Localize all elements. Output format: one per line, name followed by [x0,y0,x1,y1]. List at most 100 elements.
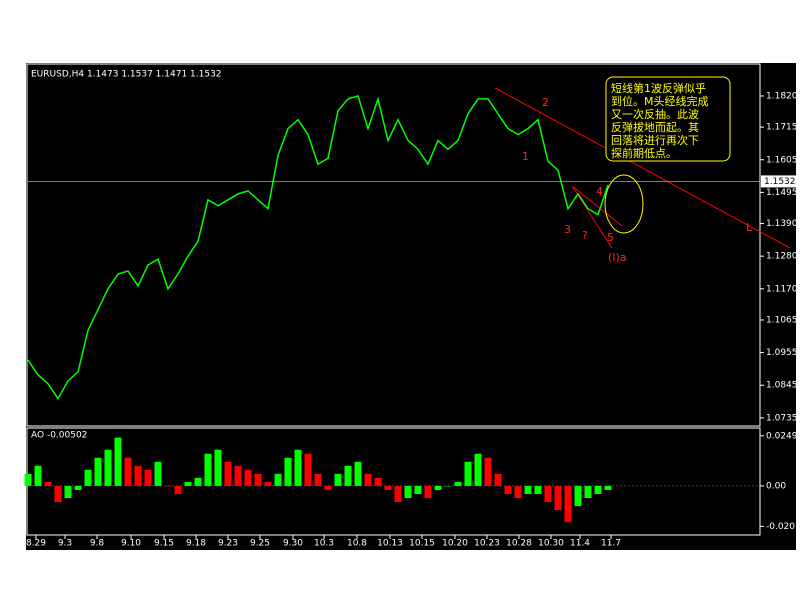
annotation: L [746,221,753,234]
ao-bar [144,469,152,486]
ao-bar [534,485,542,494]
y-tick-label: 1.1390 [766,219,798,229]
annotation: ? [582,229,588,242]
x-tick-label: 9.10 [121,539,141,549]
ao-bar [434,485,442,490]
y-tick-label: -0.0201 [766,522,800,532]
ao-bar [474,453,482,486]
price-panel-frame [26,63,761,427]
x-tick-label: 9.3 [58,539,72,549]
ao-bar [404,485,412,498]
note: 短线第1波反弹似乎到位。M头经线完成又一次反抽。此波反弹拔地而起。其回落将进行再… [611,81,709,160]
note-line: 又一次反抽。此波 [611,107,699,121]
ao-bar [594,485,602,494]
highlight-ellipse [604,174,644,234]
trend-line [494,87,791,249]
x-tick-label: 9.25 [250,539,270,549]
x-tick-label: 9.8 [90,539,105,549]
note-line: 回落将进行再次下 [611,133,699,147]
ao-bar [554,485,562,511]
ao-bar [344,465,352,486]
annotation: 3 [564,223,571,236]
ao-bar [494,473,502,486]
y-tick-label: 1.0735 [766,413,798,423]
ao-title: AO -0.00502 [31,431,87,441]
price-line [27,95,609,401]
ao-bar [324,485,332,490]
ao-bar [24,473,32,486]
ao-bar [544,485,552,503]
ao-bar [104,449,112,486]
ao-bar [484,457,492,486]
ao-bar [294,449,302,486]
ao-bar [334,473,342,486]
last-price-label: 1.1532 [764,177,796,187]
y-tick-label: 1.0955 [766,348,798,358]
ao-bar [354,461,362,486]
ao-bar [94,457,102,486]
x-tick-label: 9.30 [283,539,303,549]
ao-bar [584,485,592,498]
ao-bar [194,477,202,486]
x-tick-label: 11.7 [601,539,621,549]
chart-title: EURUSD,H4 1.1473 1.1537 1.1471 1.1532 [31,70,222,80]
note-box [605,76,731,162]
ao-bar [34,465,42,486]
ao-bar [214,449,222,486]
ao-bar [264,481,272,486]
ao-bar [274,473,282,486]
ao-bar [174,485,182,494]
annotation: (I)a [608,251,627,264]
ao-bar [304,453,312,486]
ao-bar [604,485,612,490]
y-tick-label: 1.0845 [766,381,798,391]
ao-bar [564,485,572,523]
x-tick-label: 10.8 [347,539,367,549]
y-tick-label: 1.1605 [766,155,798,165]
x-tick-label: 10.30 [538,539,564,549]
ao-bar [134,465,142,486]
y-tick-label: 1.1280 [766,252,798,262]
ao-bar [54,485,62,503]
x-tick-label: 10.28 [506,539,532,549]
x-tick-label: 11.4 [570,539,590,549]
ao-bar [44,481,52,486]
y-tick-label: 0.0249 [766,431,798,441]
last-price-box [761,175,796,188]
annotation: 4 [596,185,603,198]
x-tick-label: 9.18 [186,539,206,549]
note-line: 反弹拔地而起。其 [611,120,699,134]
ao-bar [254,473,262,486]
y-tick-label: 0.00 [766,481,786,491]
y-tick-label: 1.1170 [766,284,798,294]
ao-bar [184,481,192,486]
ao-bar [574,485,582,507]
channel-line [571,185,613,249]
ao-bar [444,485,452,487]
y-tick-label: 1.1495 [766,188,798,198]
ao-bar [424,485,432,498]
ao-bar [394,485,402,503]
ao-bar [524,485,532,494]
annotation: 5 [607,231,614,244]
ao-bar [314,473,322,486]
ao-bar [514,485,522,498]
x-tick-label: 9.23 [218,539,238,549]
x-tick-label: 10.13 [377,539,403,549]
ao-bar [124,457,132,486]
ao-bar [414,485,422,494]
ao-bar [374,477,382,486]
x-tick-label: 8.29 [26,539,46,549]
y-tick-label: 1.1715 [766,123,798,133]
annotation: 1 [522,150,529,163]
note-line: 到位。M头经线完成 [611,94,709,108]
ao-bar [74,485,82,490]
ao-bar [504,485,512,494]
ao-bar [164,485,172,487]
ao-bar [114,437,122,486]
note-line: 短线第1波反弹似乎 [611,81,706,95]
x-tick-label: 10.23 [474,539,500,549]
ao-bar [224,461,232,486]
ao-bar [234,465,242,486]
ao-bar [244,469,252,486]
